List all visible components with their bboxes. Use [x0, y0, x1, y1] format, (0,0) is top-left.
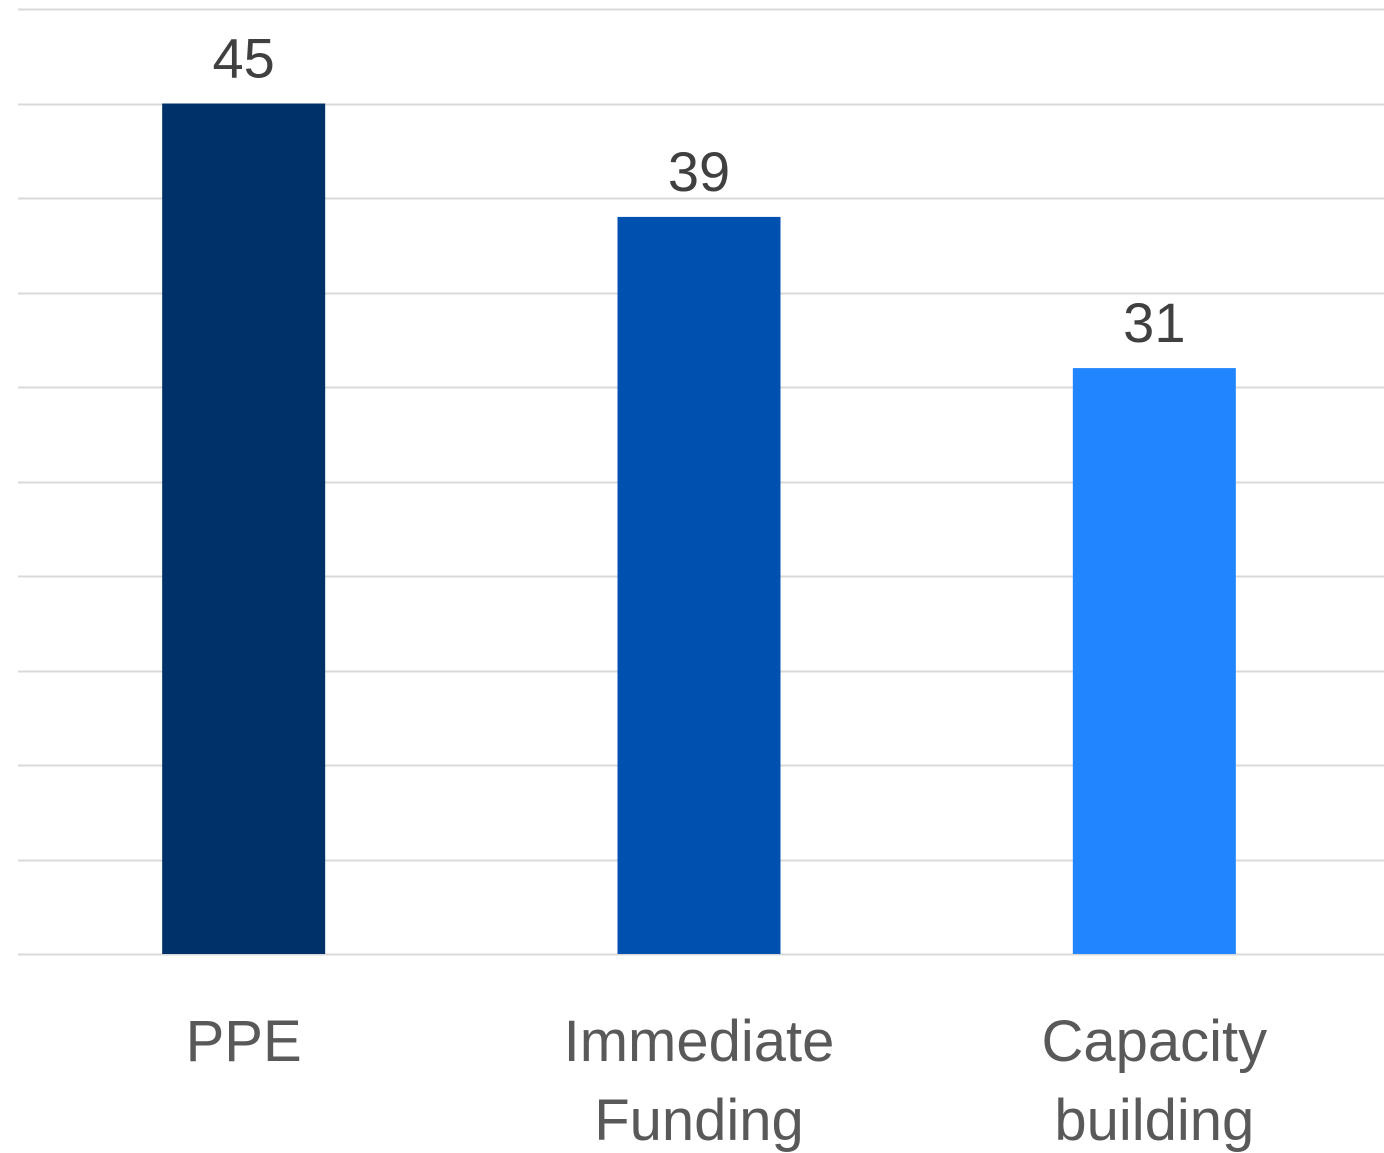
bar	[1072, 368, 1236, 955]
category-label-line: PPE	[186, 1009, 302, 1074]
bars	[162, 103, 1236, 955]
category-label-line: Immediate	[564, 1009, 835, 1074]
category-label-line: Capacity	[1042, 1009, 1268, 1074]
category-label-line: Funding	[594, 1088, 804, 1153]
data-labels: 45 39 31	[213, 27, 1186, 355]
category-label: Immediate Funding	[564, 1009, 835, 1153]
category-label: PPE	[186, 1009, 302, 1074]
category-label-line: building	[1054, 1088, 1254, 1153]
bar	[162, 103, 326, 954]
data-label: 31	[1123, 291, 1185, 354]
category-label: Capacity building	[1042, 1009, 1268, 1153]
data-label: 45	[213, 27, 275, 90]
category-labels: PPE Immediate Funding Capacity building	[186, 1009, 1268, 1153]
bar	[617, 216, 781, 954]
data-label: 39	[668, 140, 730, 203]
